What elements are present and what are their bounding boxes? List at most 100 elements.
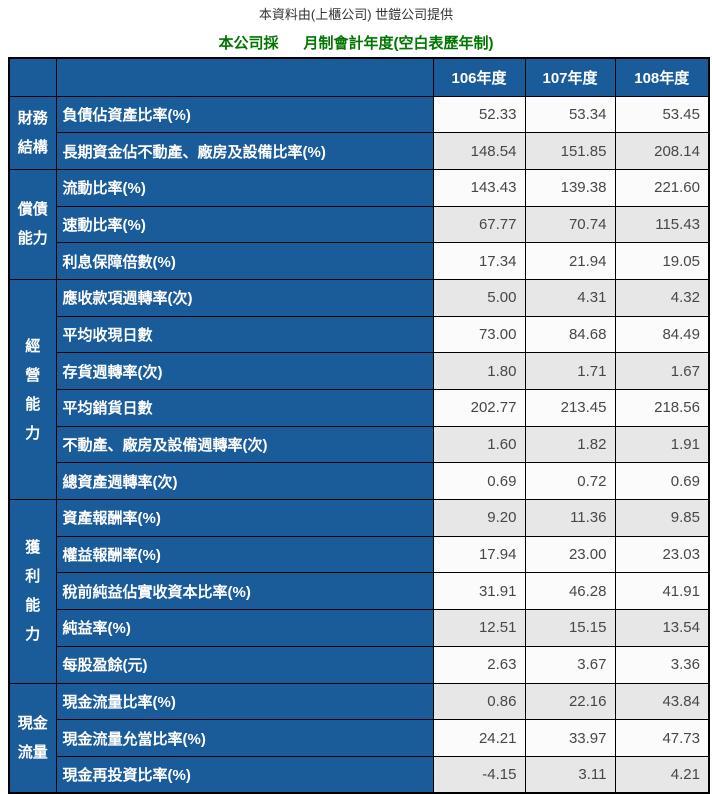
group-label-line: 能 — [25, 597, 41, 615]
metric-value: 23.03 — [614, 535, 710, 574]
group-label-line: 營 — [25, 366, 41, 384]
metric-label: 現金流量允當比率(%) — [55, 719, 434, 757]
table-row: 平均收現日數 73.00 84.68 84.49 — [9, 315, 710, 354]
group-cell-cash-flow: 現金 流量 — [8, 682, 57, 794]
metric-value: 1.91 — [614, 425, 710, 464]
metric-value: 3.36 — [614, 645, 710, 684]
table-row: 總資產週轉率(次) 0.69 0.72 0.69 — [9, 462, 710, 501]
year-header: 106年度 — [432, 57, 526, 97]
header-row: 106年度 107年度 108年度 — [8, 57, 710, 97]
header-blank-metric — [55, 57, 434, 97]
metric-label: 現金流量比率(%) — [55, 682, 434, 721]
table-body: 財務結構 負債佔資產比率(%) 52.33 53.34 53.45 長期資金佔不動產、廠房… — [8, 95, 710, 794]
metric-value: 143.43 — [432, 168, 526, 207]
metric-value: 3.11 — [524, 755, 616, 794]
table-row: 經營能力應收款項週轉率(次) 5.00 4.31 4.32 — [8, 278, 710, 501]
table-row: 現金再投資比率(%) -4.15 3.11 4.21 — [9, 755, 710, 794]
metric-value: 0.86 — [432, 682, 526, 721]
metric-value: 43.84 — [614, 682, 710, 721]
group-label-line: 獲 — [25, 539, 41, 557]
metric-value: 5.00 — [432, 278, 526, 317]
metric-value: 221.60 — [614, 168, 710, 207]
financial-ratio-table: 106年度 107年度 108年度 財務結構 負債佔資產比率(%) 52.33 53.34… — [8, 57, 710, 794]
metric-value: 84.68 — [524, 315, 616, 354]
metric-value: 0.69 — [614, 462, 710, 501]
header-blank-group — [8, 57, 57, 97]
metric-value: 21.94 — [524, 242, 616, 280]
metric-value: 4.32 — [614, 278, 710, 317]
metric-value: 31.91 — [432, 572, 526, 611]
table-row: 償債 能力 流動比率(%) 143.43 139.38 221.60 — [8, 168, 710, 280]
group-label-line: 力 — [25, 626, 41, 644]
metric-value: 151.85 — [524, 132, 616, 170]
group-cell-financial-structure: 財務 結構 — [8, 95, 57, 170]
table-row: 財務結構 負債佔資產比率(%) 52.33 53.34 53.45 — [8, 95, 710, 170]
metric-value: 13.54 — [614, 609, 710, 647]
metric-label: 資產報酬率(%) — [55, 499, 434, 537]
group-label-line: 財務 — [17, 109, 48, 127]
metric-value: 23.00 — [524, 535, 616, 574]
year-header: 108年度 — [614, 57, 710, 97]
metric-value: 17.34 — [432, 242, 526, 280]
year-header: 107年度 — [524, 57, 616, 97]
group-label-line: 結構 — [17, 138, 48, 156]
metric-value: 67.77 — [432, 205, 526, 244]
metric-label: 平均銷貨日數 — [55, 389, 434, 427]
metric-label: 存貨週轉率(次) — [55, 352, 434, 390]
metric-value: 46.28 — [524, 572, 616, 611]
metric-value: 1.80 — [432, 352, 526, 390]
metric-value: 53.45 — [614, 95, 710, 134]
metric-label: 負債佔資產比率(%) — [55, 95, 434, 134]
group-cell-solvency: 償債 能力 — [8, 168, 57, 280]
metric-value: 208.14 — [614, 132, 710, 170]
metric-value: 12.51 — [432, 609, 526, 647]
metric-value: 4.21 — [614, 755, 710, 794]
metric-value: 11.36 — [524, 499, 616, 537]
metric-value: 24.21 — [432, 719, 526, 757]
metric-label: 純益率(%) — [55, 609, 434, 647]
metric-label: 應收款項週轉率(次) — [55, 278, 434, 317]
metric-value: 19.05 — [614, 242, 710, 280]
table-row: 利息保障倍數(%) 17.34 21.94 19.05 — [9, 242, 710, 280]
metric-label: 速動比率(%) — [55, 205, 434, 244]
group-label-line: 經 — [25, 337, 41, 355]
metric-value: 9.85 — [614, 499, 710, 537]
group-cell-operating-ability: 經營能力 — [8, 278, 57, 501]
metric-label: 利息保障倍數(%) — [55, 242, 434, 280]
metric-value: 0.69 — [432, 462, 526, 501]
metric-value: 1.71 — [524, 352, 616, 390]
table-row: 存貨週轉率(次) 1.80 1.71 1.67 — [9, 352, 710, 390]
source-note: 本資料由(上櫃公司) 世鎧公司提供 — [258, 7, 454, 22]
metric-value: 139.38 — [524, 168, 616, 207]
table-row: 長期資金佔不動產、廠房及設備比率(%) 148.54 151.85 208.14 — [9, 132, 710, 170]
metric-label: 平均收現日數 — [55, 315, 434, 354]
table-row: 權益報酬率(%) 17.94 23.00 23.03 — [9, 535, 710, 574]
metric-value: 3.67 — [524, 645, 616, 684]
table-row: 平均銷貨日數 202.77 213.45 218.56 — [9, 389, 710, 427]
group-cell-profitability: 獲利能力 — [8, 499, 57, 684]
metric-value: 70.74 — [524, 205, 616, 244]
table-header: 106年度 107年度 108年度 — [8, 57, 710, 97]
table-row: 不動產、廠房及設備週轉率(次) 1.60 1.82 1.91 — [9, 425, 710, 464]
metric-value: 22.16 — [524, 682, 616, 721]
metric-value: 53.34 — [524, 95, 616, 134]
metric-value: 15.15 — [524, 609, 616, 647]
group-label-line: 力 — [25, 424, 41, 442]
metric-label: 現金再投資比率(%) — [55, 755, 434, 794]
group-label-line: 流量 — [17, 743, 48, 761]
metric-label: 不動產、廠房及設備週轉率(次) — [55, 425, 434, 464]
group-label-line: 能 — [25, 395, 41, 413]
group-label-line: 現金 — [17, 714, 48, 732]
metric-value: 4.31 — [524, 278, 616, 317]
metric-value: 33.97 — [524, 719, 616, 757]
group-label-line: 能力 — [17, 230, 48, 248]
table-row: 現金 流量 現金流量比率(%) 0.86 22.16 43.84 — [8, 682, 710, 794]
metric-label: 每股盈餘(元) — [55, 645, 434, 684]
metric-value: -4.15 — [432, 755, 526, 794]
metric-value: 47.73 — [614, 719, 710, 757]
metric-value: 9.20 — [432, 499, 526, 537]
metric-value: 1.60 — [432, 425, 526, 464]
metric-value: 52.33 — [432, 95, 526, 134]
metric-value: 202.77 — [432, 389, 526, 427]
